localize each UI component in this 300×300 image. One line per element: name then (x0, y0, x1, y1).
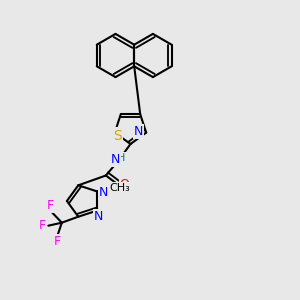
Text: N: N (111, 152, 120, 166)
Text: H: H (117, 152, 126, 163)
Text: S: S (113, 129, 122, 142)
Text: CH₃: CH₃ (110, 183, 130, 193)
Text: F: F (54, 235, 61, 248)
Text: F: F (47, 199, 54, 212)
Text: O: O (120, 178, 129, 191)
Text: N: N (134, 124, 143, 138)
Text: F: F (39, 219, 46, 232)
Text: N: N (99, 186, 108, 199)
Text: N: N (94, 210, 103, 223)
